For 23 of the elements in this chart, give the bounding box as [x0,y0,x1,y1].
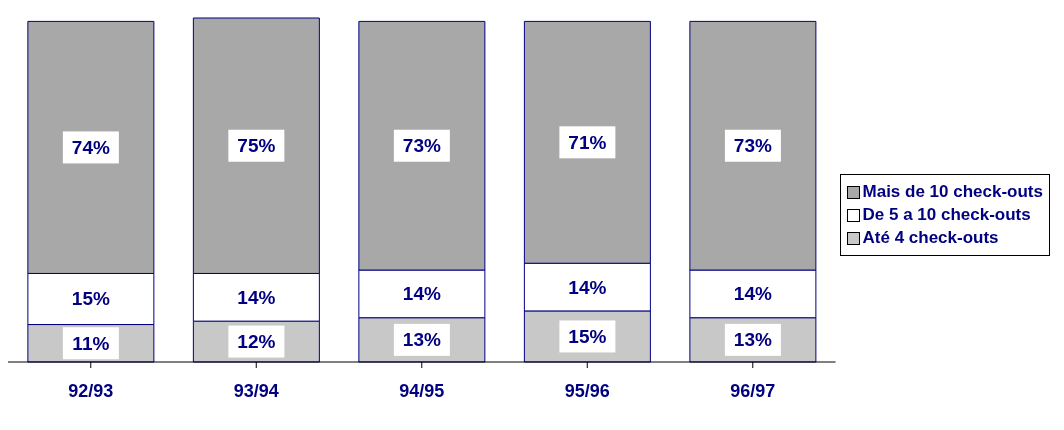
data-label: 13% [402,329,441,351]
data-label: 13% [733,329,772,351]
text: Mais de 10 check-outs [862,182,1043,202]
data-label: 14% [402,283,441,305]
x-tick-label: 96/97 [730,380,776,401]
legend-label: Até 4 check-outs [862,228,999,248]
data-label: 11% [72,332,110,354]
legend-label: De 5 a 10 check-outs [862,205,1031,225]
x-tick-label: 95/96 [564,380,610,401]
data-label: 74% [71,136,110,158]
data-label: 15% [568,325,607,347]
data-label: 75% [237,135,276,157]
data-label: 73% [733,135,772,157]
data-label: 73% [402,135,441,157]
data-label: 15% [71,288,110,310]
data-label: 12% [237,331,276,353]
x-tick-label: 92/93 [68,380,114,401]
data-label: 71% [568,131,607,153]
x-tick-label: 94/95 [399,380,445,401]
data-label: 14% [733,283,772,305]
data-label: 14% [237,286,276,308]
x-tick-label: 93/94 [233,380,279,401]
data-label: 14% [568,276,607,298]
